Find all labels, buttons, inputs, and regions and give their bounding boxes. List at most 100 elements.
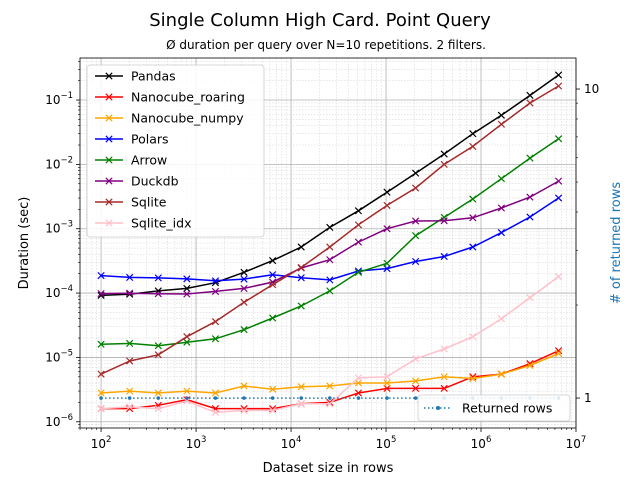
x-tick-label: 102: [91, 435, 112, 451]
data-point: [126, 403, 134, 411]
legend-item: Duckdb: [95, 174, 179, 189]
x-tick-label: 107: [566, 435, 587, 451]
series-duckdb: [97, 177, 563, 298]
data-point: [354, 207, 363, 215]
data-point: [211, 335, 220, 343]
y-tick-label: 10−2: [45, 155, 73, 171]
data-point: [554, 135, 563, 143]
data-point: [297, 400, 305, 408]
data-point: [211, 317, 220, 326]
y-tick-label: 10−6: [45, 413, 73, 429]
legend-item: Returned rows: [424, 401, 552, 416]
data-point: [469, 130, 477, 138]
data-point: [154, 342, 162, 350]
data-point: [240, 268, 248, 276]
data-point: [240, 406, 248, 415]
data-point: [554, 273, 563, 281]
legend-swatch-marker: [105, 135, 113, 143]
data-point: [154, 351, 162, 359]
data-point: [554, 71, 563, 79]
legend-swatch-marker: [105, 93, 113, 101]
data-point: [440, 150, 448, 158]
data-point: [411, 377, 420, 385]
data-point: [183, 275, 191, 283]
legend-swatch-marker: [105, 177, 113, 185]
data-point: [354, 374, 363, 382]
data-point: [440, 160, 448, 169]
legend-item: Sqlite: [95, 195, 167, 210]
data-point: [526, 91, 534, 100]
y-axis-label: Duration (sec): [17, 197, 32, 290]
legend-swatch-marker: [105, 219, 113, 227]
data-point: [354, 238, 363, 246]
data-point: [326, 223, 334, 231]
data-point: [526, 293, 534, 302]
legend-label: Arrow: [131, 153, 167, 168]
data-point: [127, 396, 132, 400]
data-point: [297, 274, 305, 282]
data-point: [240, 298, 248, 306]
legend-item: Arrow: [95, 153, 167, 168]
data-point: [183, 333, 191, 341]
data-point: [411, 217, 420, 225]
data-point: [411, 257, 420, 266]
data-point: [440, 384, 448, 393]
x-tick-label: 105: [376, 435, 397, 451]
legend-label: Sqlite: [131, 195, 167, 210]
data-point: [326, 256, 334, 264]
legend-label: Nanocube_numpy: [131, 111, 244, 126]
data-point: [383, 188, 391, 196]
data-point: [326, 243, 334, 251]
data-point: [526, 361, 534, 370]
data-point: [354, 268, 363, 276]
data-point: [269, 256, 277, 265]
x-tick-label: 106: [471, 435, 492, 451]
data-point: [240, 382, 248, 390]
data-point: [297, 383, 305, 391]
legend-item: Polars: [95, 132, 169, 147]
data-point: [269, 385, 277, 393]
legend-box: [86, 64, 265, 238]
data-point: [497, 111, 506, 119]
data-point: [383, 373, 391, 381]
y2-axis-label: # of returned rows: [609, 182, 624, 304]
data-point: [469, 243, 477, 251]
data-point: [356, 396, 361, 400]
series-sqlite_idx: [97, 273, 563, 416]
data-point: [440, 252, 448, 261]
data-point: [97, 389, 105, 397]
data-point: [154, 405, 162, 413]
data-point: [211, 287, 220, 296]
legend-swatch-marker: [105, 72, 113, 80]
data-point: [383, 225, 391, 233]
legend-item: Sqlite_idx: [95, 216, 191, 231]
data-point: [469, 214, 477, 222]
data-point: [497, 315, 506, 323]
data-point: [554, 194, 563, 202]
y-tick-label: 10−4: [45, 284, 73, 300]
data-point: [126, 387, 134, 395]
x-axis-label: Dataset size in rows: [263, 461, 394, 476]
data-point: [183, 290, 191, 298]
legend-box: [417, 394, 571, 422]
data-point: [385, 396, 389, 400]
data-point: [211, 408, 220, 416]
data-point: [183, 397, 191, 405]
data-point: [469, 142, 477, 151]
data-point: [383, 259, 391, 267]
data-point: [240, 326, 248, 334]
data-point: [126, 339, 134, 348]
data-point: [554, 347, 563, 355]
data-point: [526, 193, 534, 201]
data-point: [242, 396, 246, 400]
data-point: [497, 175, 506, 183]
data-point: [326, 287, 334, 295]
x-tick-label: 104: [281, 435, 302, 451]
axes: 102 103 104 105 106 107 10−6 10−5 10−4 10−3 10−2 10…: [45, 60, 599, 451]
data-point: [469, 333, 477, 341]
y-tick-label: 10−3: [45, 220, 73, 236]
legend: Pandas Nanocube_roaring Nanocube_numpy Pola…: [86, 64, 265, 238]
data-point: [99, 396, 103, 400]
data-point: [185, 396, 189, 400]
